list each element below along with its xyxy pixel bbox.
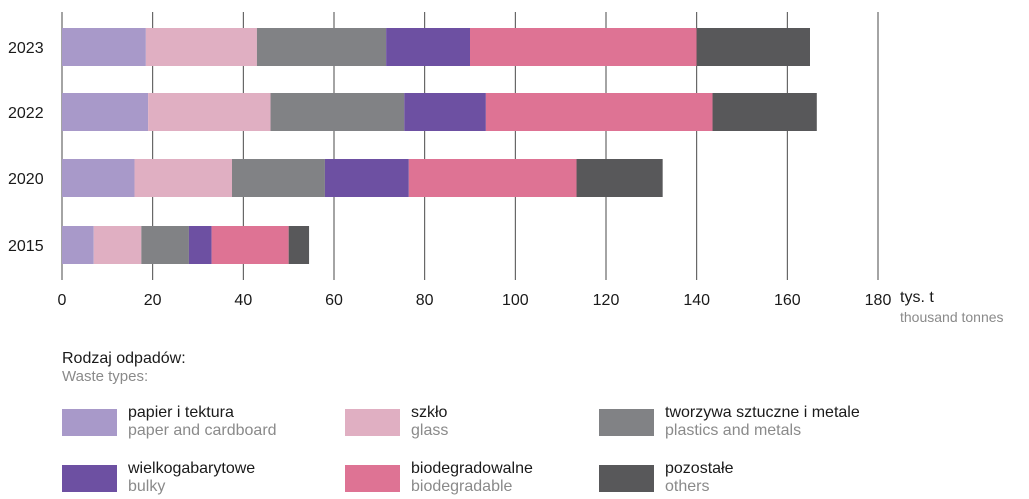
bar-segment xyxy=(148,93,271,131)
category-label: 2022 xyxy=(8,105,44,122)
legend-label: pozostałe xyxy=(665,460,734,477)
bar-segment xyxy=(134,159,232,197)
bar-segment xyxy=(288,226,310,264)
legend-label: wielkogabarytowe xyxy=(128,460,256,477)
stacked-bar-chart: 2023 2022 2020 2015 0 20 40 60 80 100 120 140 160 18… xyxy=(8,12,892,309)
legend-swatch xyxy=(62,409,117,436)
category-label: 2015 xyxy=(8,238,44,255)
x-tick-label: 120 xyxy=(593,292,620,309)
legend-label-english: biodegradable xyxy=(411,478,513,495)
legend-swatch xyxy=(345,465,400,492)
bar-segment xyxy=(485,93,713,131)
bar-segment xyxy=(324,159,409,197)
legend-label: biodegradowalne xyxy=(411,460,533,477)
legend-subtitle: Waste types: xyxy=(62,368,149,385)
legend-label-english: plastics and metals xyxy=(665,422,802,439)
bar-segment xyxy=(62,28,146,66)
bar-segment xyxy=(576,159,663,197)
bar-segment xyxy=(188,226,212,264)
x-tick-label: 20 xyxy=(144,292,162,309)
bar-segment xyxy=(470,28,697,66)
x-tick-label: 180 xyxy=(865,292,892,309)
category-labels: 2023 2022 2020 2015 xyxy=(8,40,44,255)
legend-label: papier i tektura xyxy=(128,404,234,421)
x-tick-label: 140 xyxy=(683,292,710,309)
bar-segment xyxy=(696,28,810,66)
x-axis-unit-english: thousand tonnes xyxy=(900,309,1004,325)
category-label: 2020 xyxy=(8,171,44,188)
bar-segment xyxy=(93,226,142,264)
category-label: 2023 xyxy=(8,40,44,57)
x-tick-label: 60 xyxy=(325,292,343,309)
legend-label-english: glass xyxy=(411,422,449,439)
bar-segment xyxy=(270,93,405,131)
bar-segment xyxy=(408,159,577,197)
legend-label: tworzywa sztuczne i metale xyxy=(665,404,860,421)
bar-segment xyxy=(62,226,94,264)
bars xyxy=(62,28,817,264)
bar-segment xyxy=(141,226,189,264)
x-tick-label: 80 xyxy=(416,292,434,309)
bar-segment xyxy=(211,226,289,264)
bar-segment xyxy=(386,28,470,66)
legend-swatch xyxy=(345,409,400,436)
bar-segment xyxy=(404,93,486,131)
legend-swatch xyxy=(62,465,117,492)
legend-label-english: others xyxy=(665,478,710,495)
x-tick-label: 100 xyxy=(502,292,529,309)
legend-label-english: bulky xyxy=(128,478,166,495)
x-tick-label: 0 xyxy=(58,292,67,309)
bar-segment xyxy=(712,93,817,131)
legend-title: Rodzaj odpadów: xyxy=(62,350,186,367)
legend-swatch xyxy=(599,409,654,436)
bar-segment xyxy=(62,159,135,197)
x-axis-unit: tys. t xyxy=(900,289,934,306)
legend-label-english: paper and cardboard xyxy=(128,422,277,439)
x-tick-labels: 0 20 40 60 80 100 120 140 160 180 xyxy=(58,292,892,309)
legend-label: szkło xyxy=(411,404,448,421)
bar-segment xyxy=(256,28,387,66)
bar-segment xyxy=(62,93,149,131)
bar-segment xyxy=(232,159,325,197)
legend-swatch xyxy=(599,465,654,492)
x-tick-label: 40 xyxy=(234,292,252,309)
x-tick-label: 160 xyxy=(774,292,801,309)
bar-segment xyxy=(145,28,257,66)
